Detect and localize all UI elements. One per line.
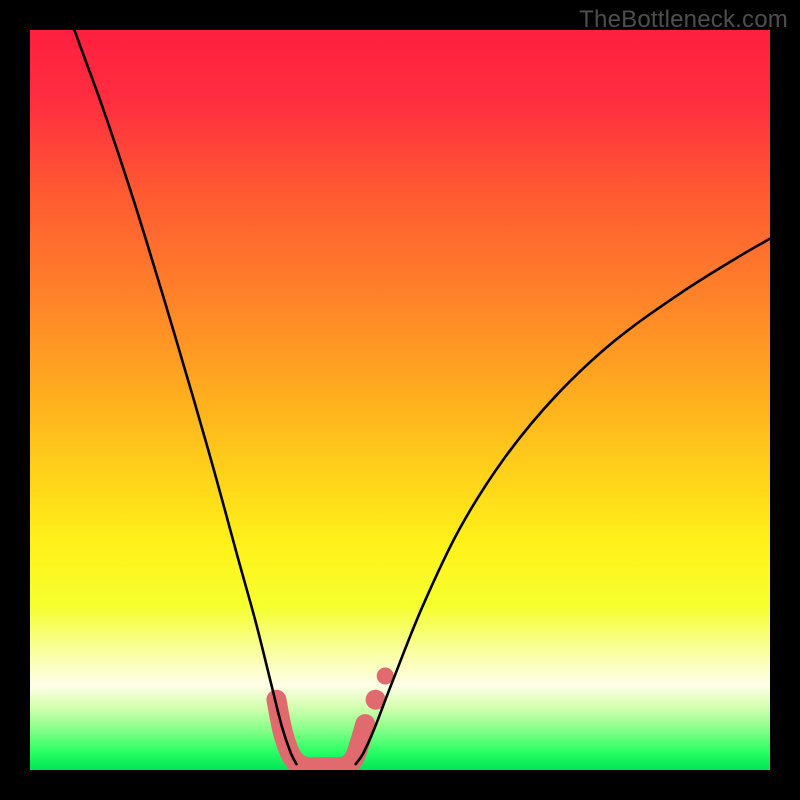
watermark-text: TheBottleneck.com (579, 6, 788, 34)
chart-svg (0, 0, 800, 800)
chart-stage: TheBottleneck.com (0, 0, 800, 800)
